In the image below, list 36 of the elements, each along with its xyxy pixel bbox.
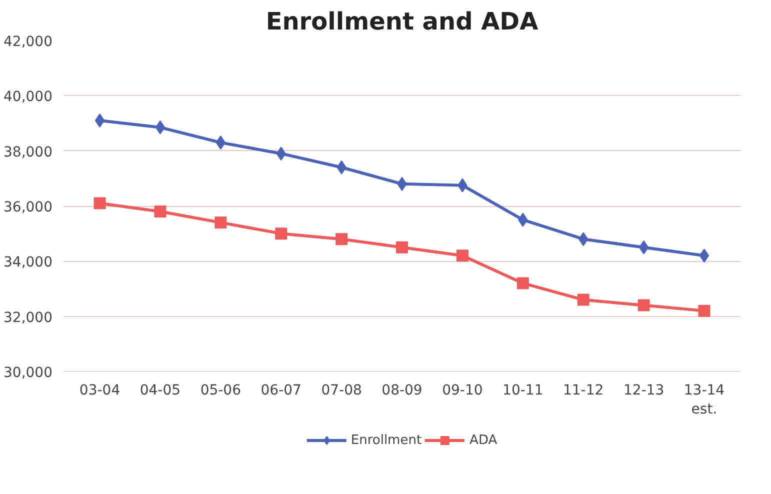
legend-label: ADA	[470, 432, 498, 448]
x-tick-label: 04-05	[140, 382, 181, 398]
point	[154, 206, 166, 218]
point	[94, 197, 106, 210]
point	[698, 304, 710, 317]
y-tick-label: 36,000	[4, 200, 53, 216]
point	[516, 277, 529, 290]
y-tick-label: 32,000	[4, 310, 53, 326]
y-tick-label: 40,000	[4, 89, 53, 106]
point	[699, 248, 710, 263]
x-tick-label: 12-13	[623, 382, 664, 398]
point	[214, 216, 227, 229]
point	[456, 250, 468, 262]
y-tick-label: 34,000	[4, 254, 53, 271]
x-tick-label: 06-07	[260, 382, 302, 398]
point	[638, 240, 649, 254]
point	[336, 233, 348, 246]
point	[155, 120, 166, 134]
point	[638, 299, 650, 312]
x-tick-label: 03-04	[79, 382, 120, 398]
x-tick-label: 09-10	[442, 382, 483, 398]
point	[275, 228, 288, 240]
y-tick-label: 38,000	[4, 144, 53, 160]
point	[396, 241, 408, 254]
y-tick-label: 30,000	[4, 365, 53, 381]
x-tick-label: 13-14 est.	[684, 382, 725, 418]
y-tick-label: 42,000	[4, 34, 53, 50]
x-tick-label: 11-12	[563, 382, 604, 398]
x-tick-label: 05-06	[200, 382, 242, 398]
x-tick-label: 10-11	[502, 382, 544, 398]
x-tick-label: 07-08	[321, 382, 362, 398]
legend-label: Enrollment	[350, 432, 422, 448]
chart-title: Enrollment and ADA	[266, 8, 539, 36]
point	[577, 294, 590, 306]
x-tick-label: 08-09	[382, 382, 422, 398]
point	[94, 113, 105, 128]
